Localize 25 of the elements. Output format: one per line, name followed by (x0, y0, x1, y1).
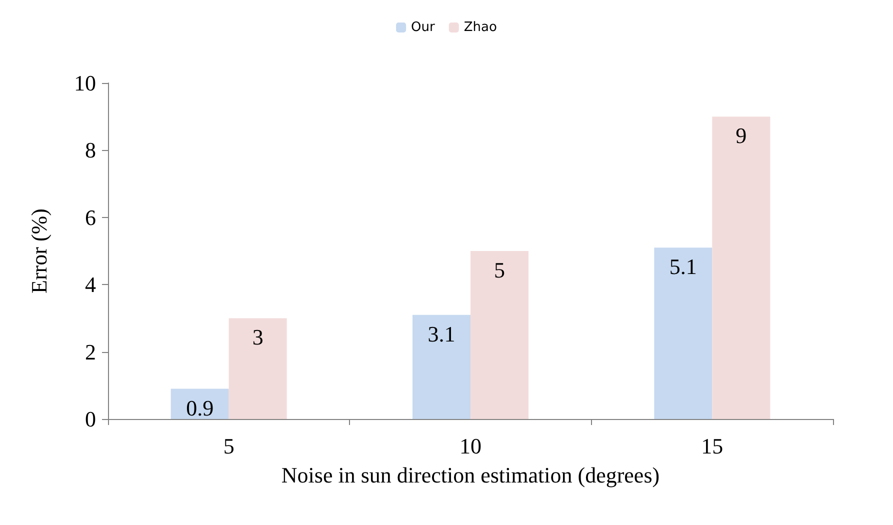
y-tick-label: 10 (74, 70, 96, 96)
bar (470, 251, 528, 419)
y-tick-label: 0 (85, 406, 96, 432)
bar (412, 314, 470, 419)
data-label: 0.9 (186, 395, 214, 420)
y-tick-label: 6 (85, 204, 96, 230)
x-tick-label: 15 (701, 434, 724, 458)
data-label: 5 (494, 258, 505, 282)
data-label: 3 (252, 324, 264, 350)
data-label: 3.1 (428, 321, 456, 346)
x-tick-label: 5 (223, 434, 234, 458)
y-axis-title: Error (%) (26, 208, 52, 294)
bar (228, 318, 287, 419)
data-label: 5.1 (669, 254, 697, 280)
bar (170, 388, 229, 419)
bar (654, 248, 712, 419)
y-tick-label: 8 (85, 138, 96, 163)
bar (712, 116, 770, 419)
y-tick-label: 4 (85, 272, 96, 298)
x-axis-title: Noise in sun direction estimation (degrees) (281, 462, 660, 488)
x-tick-label: 10 (460, 434, 482, 458)
data-label: 9 (736, 123, 747, 148)
legend-label: Our (411, 20, 436, 35)
y-tick-label: 2 (85, 339, 96, 364)
legend-label: Zhao (464, 20, 497, 35)
